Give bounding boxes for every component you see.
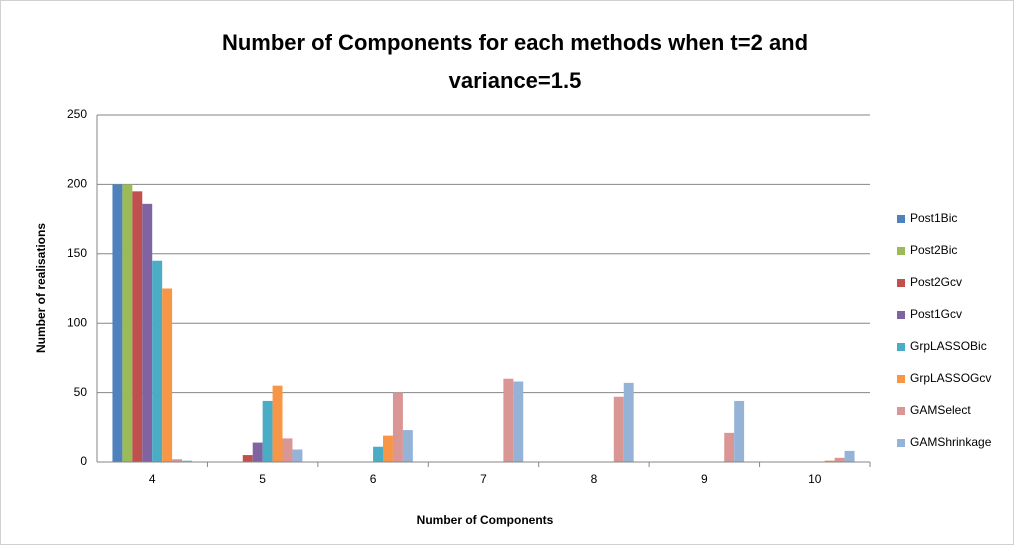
bar [392,392,403,462]
bar [824,460,835,462]
legend-label: GAMShrinkage [910,435,992,449]
bar [844,450,855,462]
bar [112,184,123,462]
legend-swatch [897,215,905,223]
x-tick-label: 7 [480,472,487,486]
bar [282,438,293,462]
y-tick-label: 250 [67,107,87,121]
bar [292,449,303,462]
legend-label: GAMSelect [910,403,971,417]
bar [734,400,745,462]
bar [142,203,153,462]
legend-label: Post1Gcv [910,307,962,321]
bar [513,381,524,462]
bar [373,446,384,462]
legend-swatch [897,247,905,255]
bar [613,396,624,462]
bar [262,400,273,462]
legend-label: Post1Bic [910,211,957,225]
bar [172,459,183,462]
bar [132,191,143,462]
chart-title: Number of Components for each methods wh… [222,30,808,93]
bar [252,442,263,462]
legend-label: Post2Bic [910,243,957,257]
legend-swatch [897,407,905,415]
bar [152,260,163,462]
y-tick-label: 200 [67,177,87,191]
x-tick-label: 4 [149,472,156,486]
legend-swatch [897,343,905,351]
x-tick-label: 10 [808,472,822,486]
x-tick-label: 9 [701,472,708,486]
x-tick-label: 6 [370,472,377,486]
y-tick-label: 0 [80,454,87,468]
y-tick-label: 150 [67,246,87,260]
y-tick-label: 100 [67,315,87,329]
bar [402,430,413,462]
bar [182,460,192,462]
y-tick-label: 50 [74,385,88,399]
y-axis-label: Number of realisations [34,223,48,353]
bar [503,378,514,462]
bar [122,184,133,462]
legend-swatch [897,375,905,383]
bar [242,455,253,462]
bar [383,435,393,462]
legend-swatch [897,439,905,447]
legend-swatch [897,279,905,287]
legend-label: GrpLASSOGcv [910,371,991,385]
legend-swatch [897,311,905,319]
bar [834,457,845,462]
legend-label: GrpLASSOBic [910,339,987,353]
x-axis-label: Number of Components [417,513,554,527]
bar [162,288,173,462]
bar [623,382,634,462]
bar [272,385,283,462]
x-tick-label: 5 [259,472,266,486]
legend-label: Post2Gcv [910,275,962,289]
bar [724,432,735,462]
x-tick-label: 8 [591,472,598,486]
